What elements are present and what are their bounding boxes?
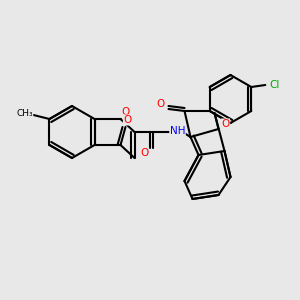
Text: O: O — [156, 99, 165, 109]
Text: O: O — [123, 115, 132, 125]
Text: O: O — [221, 119, 230, 129]
Text: O: O — [122, 107, 130, 117]
Text: NH: NH — [170, 126, 185, 136]
Text: CH₃: CH₃ — [16, 110, 33, 118]
Text: Cl: Cl — [269, 80, 280, 90]
Text: O: O — [140, 148, 148, 158]
